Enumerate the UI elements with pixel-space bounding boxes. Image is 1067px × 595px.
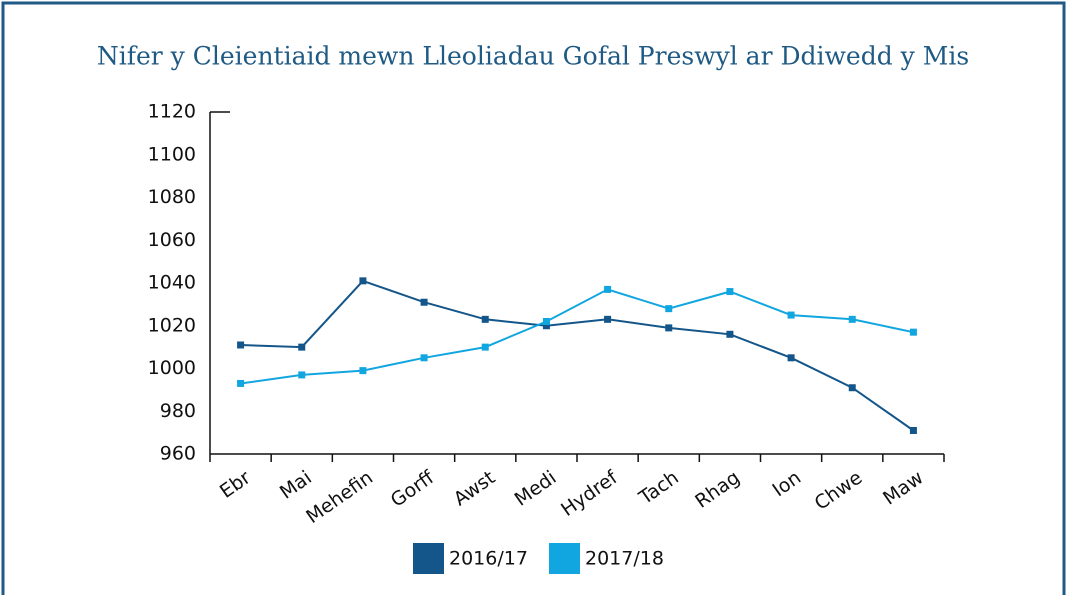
y-tick-label: 1120 — [148, 101, 196, 123]
legend-label: 2017/18 — [585, 548, 664, 570]
point — [542, 317, 550, 325]
point — [726, 288, 734, 296]
y-tick-label: 980 — [160, 400, 196, 422]
y-tick-label: 1100 — [148, 143, 196, 165]
point — [359, 277, 367, 285]
x-tick-label: Gorff — [387, 466, 439, 512]
y-tick-label: 1060 — [148, 229, 196, 251]
point — [298, 371, 306, 379]
x-tick-label: Tach — [634, 467, 682, 510]
series-line — [240, 288, 914, 385]
x-tick-label: Ebr — [216, 466, 255, 502]
point — [848, 384, 856, 392]
x-tick-label: Ion — [769, 467, 806, 502]
point — [298, 343, 306, 351]
legend-swatch — [549, 543, 580, 574]
point — [909, 328, 917, 336]
x-tick-label: Maw — [879, 467, 927, 510]
point — [604, 315, 612, 323]
x-tick-label: Awst — [450, 467, 500, 511]
point — [420, 298, 428, 306]
point — [787, 311, 795, 319]
legend-label: 2016/17 — [449, 548, 528, 570]
point — [726, 330, 734, 338]
point — [604, 285, 612, 293]
point — [848, 315, 856, 323]
point — [665, 305, 673, 313]
y-tick-label: 960 — [160, 443, 196, 465]
x-tick-label: Mai — [276, 467, 316, 504]
point — [787, 354, 795, 362]
y-tick-label: 1020 — [148, 314, 196, 336]
y-tick-label: 1040 — [148, 272, 196, 294]
x-tick-label: Chwe — [811, 467, 867, 515]
x-tick-label: Rhag — [691, 467, 744, 513]
point — [665, 324, 673, 332]
point — [237, 379, 245, 387]
x-tick-label: Medi — [511, 467, 561, 511]
x-tick-label: Mehefin — [302, 467, 377, 529]
series-line — [240, 279, 914, 432]
legend-swatch — [413, 543, 444, 574]
point — [542, 322, 550, 330]
chart-title: Nifer y Cleientiaid mewn Lleoliadau Gofa… — [97, 42, 969, 71]
point — [481, 343, 489, 351]
y-tick-label: 1000 — [148, 357, 196, 379]
point — [481, 315, 489, 323]
point — [420, 354, 428, 362]
point — [237, 341, 245, 349]
y-tick-label: 1080 — [148, 186, 196, 208]
point — [909, 426, 917, 434]
point — [359, 367, 367, 375]
x-tick-label: Hydref — [557, 466, 623, 521]
